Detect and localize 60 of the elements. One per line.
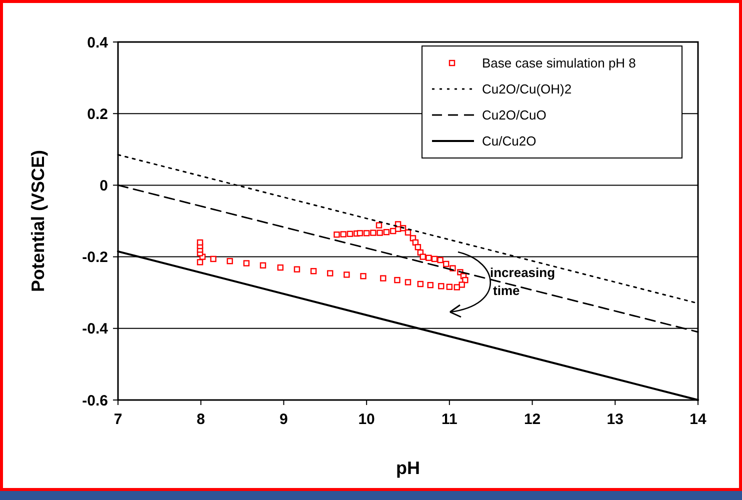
point — [360, 273, 366, 280]
point — [383, 229, 390, 236]
point — [438, 283, 444, 290]
point — [454, 284, 460, 290]
y-axis-title: Potential (VSCE) — [28, 150, 48, 292]
point — [427, 282, 434, 288]
legend-label: Cu/Cu2O — [482, 134, 536, 149]
point — [446, 284, 453, 290]
legend-label: Cu2O/CuO — [482, 108, 546, 123]
x-tick-label: 8 — [196, 411, 206, 428]
point — [277, 264, 284, 271]
point — [243, 260, 250, 266]
point — [420, 254, 426, 260]
y-tick-label: -0.4 — [82, 320, 109, 338]
point — [394, 276, 400, 284]
x-tick-label: 10 — [358, 411, 375, 428]
point — [340, 231, 346, 238]
legend-label: Base case simulation pH 8 — [482, 56, 636, 71]
x-tick-label: 9 — [280, 411, 288, 428]
y-tick-label: 0.4 — [87, 34, 109, 52]
point — [443, 260, 450, 268]
y-tick-label: -0.6 — [82, 392, 108, 410]
point — [370, 230, 376, 236]
point — [404, 229, 412, 236]
point — [226, 258, 233, 264]
point — [310, 268, 317, 274]
y-tick-label: -0.2 — [82, 249, 108, 266]
point — [196, 259, 204, 266]
point — [334, 232, 340, 238]
point — [376, 222, 382, 228]
point — [380, 275, 386, 282]
point — [376, 230, 383, 236]
x-tick-label: 13 — [606, 411, 624, 428]
x-tick-label: 7 — [114, 411, 122, 428]
point — [426, 254, 432, 261]
point — [431, 256, 438, 262]
point — [210, 256, 216, 262]
point — [260, 262, 266, 268]
x-tick-label: 11 — [442, 411, 458, 428]
point — [196, 239, 204, 246]
point — [294, 266, 300, 272]
point — [356, 230, 364, 236]
point — [417, 280, 424, 288]
annotation: increasing time — [490, 265, 556, 298]
point — [363, 230, 370, 236]
x-tick-label: 14 — [690, 411, 707, 428]
x-tick-label: 12 — [524, 411, 541, 428]
x-axis-title: pH — [396, 458, 420, 478]
y-tick-label: 0.2 — [87, 106, 108, 123]
point — [437, 256, 444, 264]
point — [394, 221, 402, 228]
y-tick-label: 0 — [100, 177, 108, 194]
point — [344, 272, 350, 278]
point — [346, 230, 354, 237]
legend-label: Cu2O/Cu(OH)2 — [482, 82, 572, 97]
point — [414, 244, 422, 250]
point — [404, 279, 412, 286]
point — [462, 276, 468, 284]
point — [458, 282, 465, 288]
point — [327, 270, 334, 276]
